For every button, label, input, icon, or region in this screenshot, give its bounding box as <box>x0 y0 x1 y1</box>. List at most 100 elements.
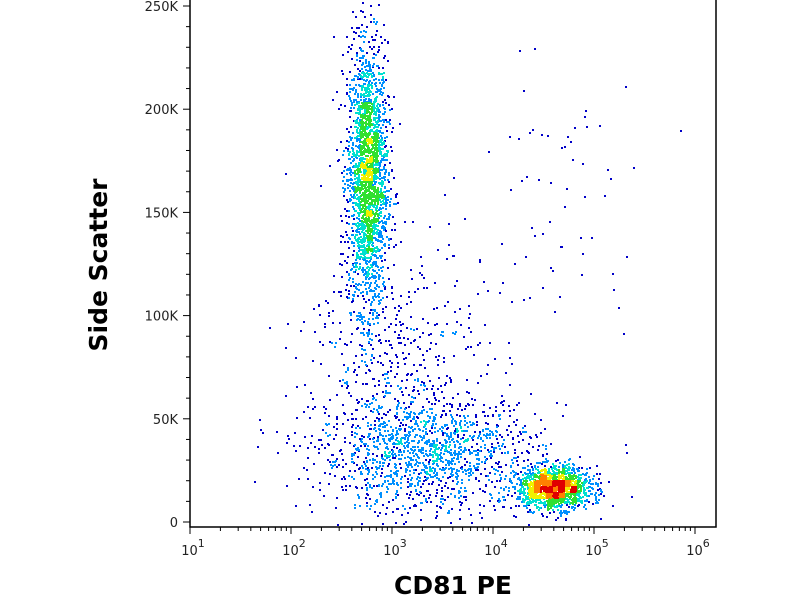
event-dot <box>411 396 413 398</box>
event-dot <box>423 382 425 384</box>
event-dot <box>411 466 413 468</box>
event-dot <box>434 470 436 472</box>
event-dot <box>461 468 463 470</box>
event-dot <box>532 129 534 131</box>
event-dot <box>446 403 448 405</box>
event-dot <box>360 246 362 248</box>
event-dot <box>493 505 495 507</box>
event-dot <box>513 515 515 517</box>
event-dot <box>371 199 373 201</box>
event-dot <box>486 373 488 375</box>
event-dot <box>415 469 417 471</box>
event-dot <box>358 203 360 205</box>
event-dot <box>388 96 390 98</box>
event-dot <box>521 501 523 503</box>
event-dot <box>510 189 512 191</box>
event-dot <box>372 453 374 455</box>
event-dot <box>464 447 466 449</box>
event-dot <box>478 435 480 437</box>
event-dot <box>374 287 376 289</box>
event-dot <box>329 165 331 167</box>
event-dot <box>318 452 320 454</box>
event-dot <box>351 434 353 436</box>
event-dot <box>366 202 368 204</box>
event-dot <box>364 148 366 150</box>
events-layer <box>254 2 682 526</box>
event-dot <box>479 342 481 344</box>
event-dot <box>351 461 353 463</box>
event-dot <box>383 141 385 143</box>
event-dot <box>404 344 406 346</box>
event-dot <box>346 78 348 80</box>
event-dot <box>434 468 436 470</box>
event-dot <box>347 201 349 203</box>
event-dot <box>406 441 408 443</box>
event-dot <box>377 229 379 231</box>
event-dot <box>445 440 447 442</box>
event-dot <box>348 95 350 97</box>
event-dot <box>373 113 375 115</box>
event-dot <box>366 52 368 54</box>
event-dot <box>309 417 311 419</box>
event-dot <box>432 456 434 458</box>
event-dot <box>356 262 358 264</box>
event-dot <box>328 415 330 417</box>
event-dot <box>455 421 457 423</box>
event-dot <box>361 220 363 222</box>
event-dot <box>341 70 343 72</box>
event-dot <box>368 299 370 301</box>
event-dot <box>378 407 380 409</box>
event-dot <box>572 498 574 500</box>
event-dot <box>561 246 563 248</box>
event-dot <box>448 244 450 246</box>
event-dot <box>370 248 372 250</box>
event-dot <box>396 416 398 418</box>
event-dot <box>362 57 364 59</box>
event-dot <box>435 446 437 448</box>
event-dot <box>346 210 348 212</box>
event-dot <box>364 128 366 130</box>
event-dot <box>459 308 461 310</box>
event-dot <box>371 273 373 275</box>
event-dot <box>379 104 381 106</box>
event-dot <box>364 208 366 210</box>
event-dot <box>565 404 567 406</box>
event-dot <box>372 462 374 464</box>
event-dot <box>382 124 384 126</box>
event-dot <box>517 456 519 458</box>
event-dot <box>385 454 387 456</box>
event-dot <box>385 102 387 104</box>
event-dot <box>505 464 507 466</box>
event-dot <box>581 482 583 484</box>
event-dot <box>464 458 466 460</box>
event-dot <box>575 499 577 501</box>
event-dot <box>348 216 350 218</box>
event-dot <box>352 206 354 208</box>
event-dot <box>344 188 346 190</box>
event-dot <box>359 168 361 170</box>
event-dot <box>460 446 462 448</box>
event-dot <box>473 450 475 452</box>
event-dot <box>599 125 601 127</box>
event-dot <box>362 63 364 65</box>
event-dot <box>423 495 425 497</box>
event-dot <box>380 475 382 477</box>
event-dot <box>427 415 429 417</box>
event-dot <box>285 347 287 349</box>
event-dot <box>346 173 348 175</box>
event-dot <box>336 416 338 418</box>
event-dot <box>355 418 357 420</box>
event-dot <box>352 230 354 232</box>
event-dot <box>410 411 412 413</box>
event-dot <box>365 69 367 71</box>
event-dot <box>367 200 369 202</box>
event-dot <box>376 21 378 23</box>
event-dot <box>358 200 360 202</box>
event-dot <box>395 427 397 429</box>
event-dot <box>572 159 574 161</box>
event-dot <box>378 485 380 487</box>
event-dot <box>388 439 390 441</box>
event-dot <box>389 455 391 457</box>
event-dot <box>373 102 375 104</box>
event-dot <box>407 456 409 458</box>
